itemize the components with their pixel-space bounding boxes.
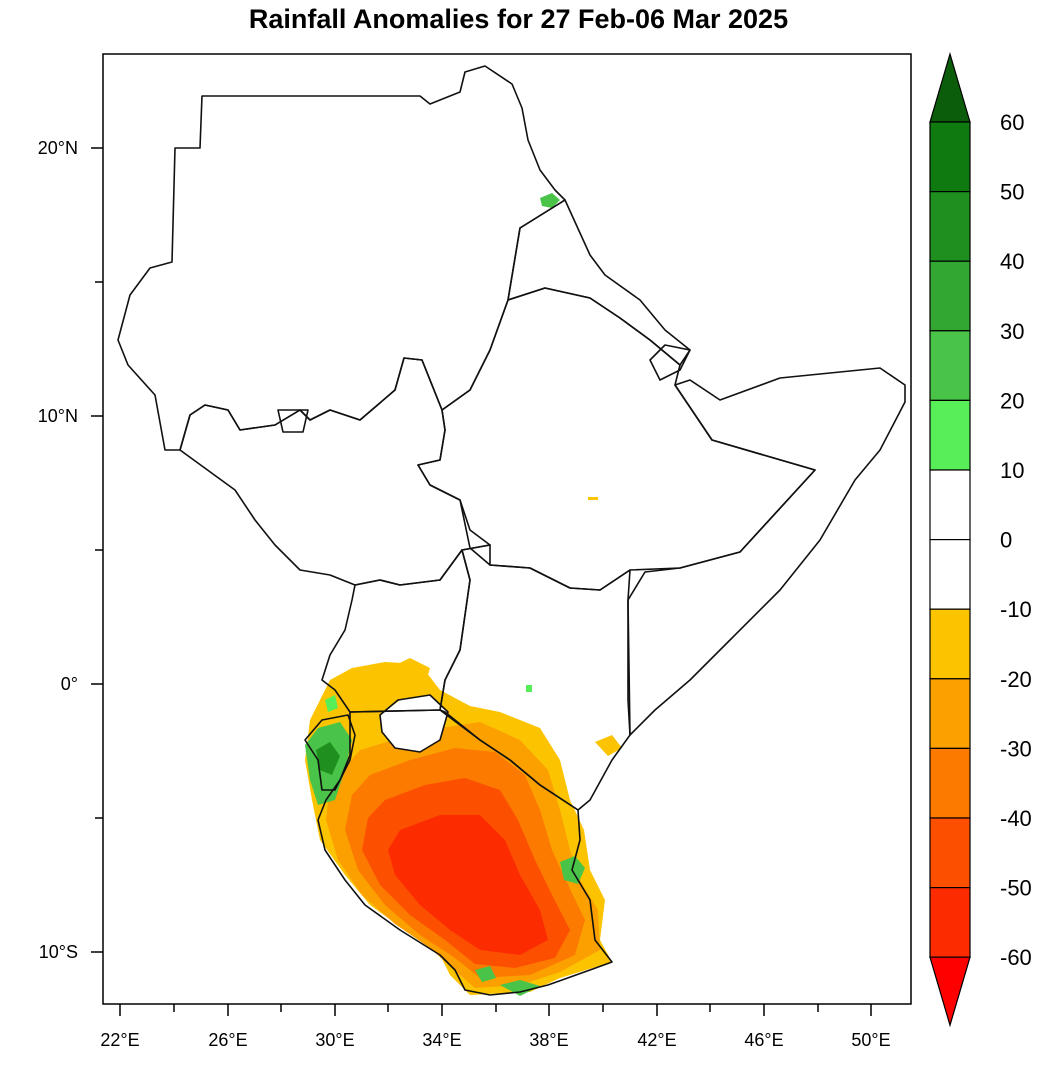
y-axis-labels: 20°N 10°N 0° 10°S <box>38 138 78 962</box>
colorbar-label: 50 <box>1000 180 1024 205</box>
colorbar-label: -10 <box>1000 597 1032 622</box>
lon-label: 30°E <box>315 1030 354 1050</box>
colorbar-label: -50 <box>1000 876 1032 901</box>
y-axis-ticks <box>91 147 103 953</box>
colorbar-label: -60 <box>1000 945 1032 970</box>
lat-label: 10°N <box>38 406 78 426</box>
colorbar-box <box>929 260 971 332</box>
colorbar-box <box>929 678 971 749</box>
colorbar-box <box>929 469 971 541</box>
wet-anomaly-west-dark <box>316 742 340 775</box>
lon-label: 22°E <box>100 1030 139 1050</box>
lat-label: 20°N <box>38 138 78 158</box>
colorbar-box <box>929 817 971 889</box>
dry-anomaly-patch-north <box>385 658 430 690</box>
colorbar-box <box>929 538 971 610</box>
wet-anomaly-uganda <box>325 695 338 712</box>
wet-anomaly-south-2 <box>500 980 540 996</box>
rwanda-burundi-border <box>304 714 356 791</box>
colorbar-arrow-top <box>929 51 971 123</box>
colorbar-box <box>929 747 971 819</box>
colorbar-box <box>929 399 971 471</box>
lon-label: 38°E <box>529 1030 568 1050</box>
lon-label: 42°E <box>637 1030 676 1050</box>
colorbar-label: -30 <box>1000 736 1032 761</box>
colorbar-label: -20 <box>1000 667 1032 692</box>
x-axis-ticks <box>119 1004 872 1016</box>
djibouti-border <box>649 344 691 381</box>
lon-label: 34°E <box>422 1030 461 1050</box>
dry-anomaly-extreme <box>388 815 548 955</box>
anomaly-shading <box>305 193 622 996</box>
lake-victoria-outline <box>379 694 449 753</box>
tanzania-border <box>317 709 613 996</box>
colorbar-label: 30 <box>1000 319 1024 344</box>
dry-anomaly-patch-ethiopia <box>588 497 598 500</box>
colorbar-box <box>929 608 971 680</box>
wet-anomaly-kenya <box>526 685 532 692</box>
colorbar-box <box>929 886 971 958</box>
lon-label: 46°E <box>744 1030 783 1050</box>
lat-label: 10°S <box>39 942 78 962</box>
lon-label: 26°E <box>208 1030 247 1050</box>
colorbar-label: -40 <box>1000 806 1032 831</box>
lake-victoria-cutout <box>380 695 448 752</box>
somalia-border <box>627 367 906 736</box>
wet-anomaly-south <box>475 966 496 982</box>
kenya-border <box>439 544 631 811</box>
lat-label: 0° <box>61 674 78 694</box>
colorbar-label: 0 <box>1000 528 1012 553</box>
colorbar-label: 40 <box>1000 249 1024 274</box>
dry-anomaly-patch-coast <box>595 735 622 756</box>
colorbar-box <box>929 121 971 193</box>
colorbar: 60 50 40 30 20 10 0 -10 -20 -30 -40 -50 -60 <box>929 51 1032 1028</box>
wet-anomaly-eritrea <box>540 193 560 208</box>
sudan-inlet <box>277 409 309 433</box>
lon-label: 50°E <box>851 1030 890 1050</box>
colorbar-box <box>929 330 971 401</box>
country-borders <box>117 65 906 996</box>
colorbar-arrow-bottom <box>929 956 971 1028</box>
colorbar-label: 20 <box>1000 388 1024 413</box>
x-axis-labels: 22°E 26°E 30°E 34°E 38°E 42°E 46°E 50°E <box>100 1030 890 1050</box>
colorbar-box <box>929 191 971 262</box>
map-title: Rainfall Anomalies for 27 Feb-06 Mar 202… <box>248 4 789 34</box>
colorbar-label: 60 <box>1000 110 1024 135</box>
colorbar-label: 10 <box>1000 458 1024 483</box>
